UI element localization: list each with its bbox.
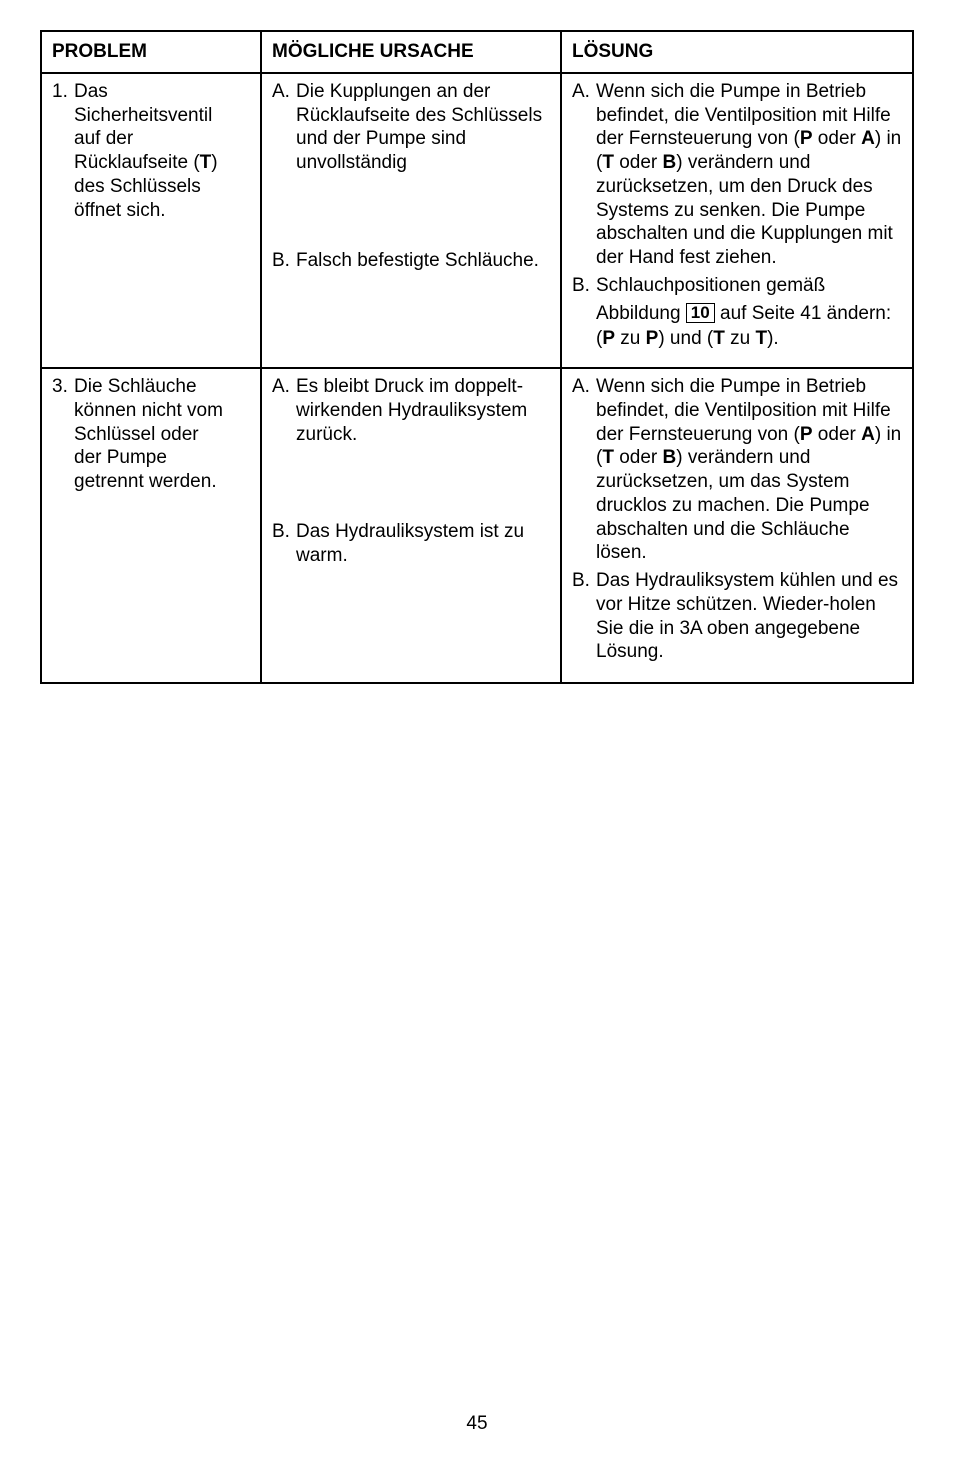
cause-item-b: B.Falsch befestigte Schläuche.	[272, 249, 550, 273]
solution-cell: A.Wenn sich die Pumpe in Betrieb befinde…	[561, 73, 913, 368]
cause-item-a: A.Es bleibt Druck im doppelt-wirkenden H…	[272, 375, 550, 446]
letter-mark: B.	[272, 249, 296, 273]
problem-cell: 3.Die Schläuche können nicht vom Schlüss…	[41, 368, 261, 683]
problem-text: 1.Das Sicherheitsventil auf der Rücklauf…	[52, 80, 250, 223]
letter-mark: B.	[272, 520, 296, 544]
troubleshooting-table: PROBLEM MÖGLICHE URSACHE LÖSUNG 1.Das Si…	[40, 30, 914, 684]
solution-text: Das Hydrauliksystem kühlen und es vor Hi…	[596, 570, 898, 662]
solution-text: Schlauchpositionen gemäß	[596, 275, 825, 296]
solution-item-b: B.Schlauchpositionen gemäß	[572, 274, 902, 298]
table-header-row: PROBLEM MÖGLICHE URSACHE LÖSUNG	[41, 31, 913, 73]
cause-text: Das Hydrauliksystem ist zu warm.	[296, 521, 524, 566]
solution-line: (P zu P) und (T zu T).	[572, 327, 902, 351]
spacer	[272, 179, 550, 249]
table-row: 3.Die Schläuche können nicht vom Schlüss…	[41, 368, 913, 683]
problem-line: Sicherheitsventil	[74, 104, 250, 128]
cause-text: Falsch befestigte Schläuche.	[296, 250, 539, 271]
page-number: 45	[0, 1413, 954, 1435]
problem-line: der Pumpe	[74, 446, 250, 470]
letter-mark: B.	[572, 274, 596, 298]
problem-line: Die Schläuche	[74, 376, 197, 397]
text-post: auf Seite 41 ändern:	[715, 303, 891, 324]
problem-line: können nicht vom	[74, 399, 250, 423]
cause-item-b: B.Das Hydrauliksystem ist zu warm.	[272, 520, 550, 568]
problem-line: des Schlüssels	[74, 175, 250, 199]
header-cause: MÖGLICHE URSACHE	[261, 31, 561, 73]
problem-line: öffnet sich.	[74, 199, 250, 223]
table-row: 1.Das Sicherheitsventil auf der Rücklauf…	[41, 73, 913, 368]
problem-line: Das	[74, 81, 108, 102]
solution-line: Abbildung 10 auf Seite 41 ändern:	[572, 302, 902, 326]
problem-number: 1.	[52, 80, 74, 104]
problem-number: 3.	[52, 375, 74, 399]
letter-mark: A.	[272, 375, 296, 399]
header-solution: LÖSUNG	[561, 31, 913, 73]
cause-text: Es bleibt Druck im doppelt-wirkenden Hyd…	[296, 376, 527, 445]
cause-item-a: A.Die Kupplungen an der Rücklaufseite de…	[272, 80, 550, 175]
problem-line: Rücklaufseite (T)	[74, 151, 250, 175]
problem-line: getrennt werden.	[74, 470, 250, 494]
solution-text: Wenn sich die Pumpe in Betrieb befindet,…	[596, 376, 901, 563]
text-pre: Abbildung	[596, 303, 686, 324]
cause-cell: A.Es bleibt Druck im doppelt-wirkenden H…	[261, 368, 561, 683]
header-problem: PROBLEM	[41, 31, 261, 73]
problem-line: Schlüssel oder	[74, 423, 250, 447]
solution-item-a: A.Wenn sich die Pumpe in Betrieb befinde…	[572, 80, 902, 270]
page-container: PROBLEM MÖGLICHE URSACHE LÖSUNG 1.Das Si…	[0, 0, 954, 1475]
solution-item-b: B.Das Hydrauliksystem kühlen und es vor …	[572, 569, 902, 664]
letter-mark: A.	[572, 375, 596, 399]
letter-mark: A.	[572, 80, 596, 104]
problem-line: auf der	[74, 127, 250, 151]
letter-mark: A.	[272, 80, 296, 104]
spacer	[272, 450, 550, 520]
problem-text: 3.Die Schläuche können nicht vom Schlüss…	[52, 375, 250, 494]
cause-text: Die Kupplungen an der Rücklaufseite des …	[296, 81, 542, 173]
figure-number-box: 10	[686, 303, 715, 324]
solution-item-a: A.Wenn sich die Pumpe in Betrieb befinde…	[572, 375, 902, 565]
solution-text: Wenn sich die Pumpe in Betrieb befindet,…	[596, 81, 901, 268]
problem-cell: 1.Das Sicherheitsventil auf der Rücklauf…	[41, 73, 261, 368]
cause-cell: A.Die Kupplungen an der Rücklaufseite de…	[261, 73, 561, 368]
solution-cell: A.Wenn sich die Pumpe in Betrieb befinde…	[561, 368, 913, 683]
letter-mark: B.	[572, 569, 596, 593]
